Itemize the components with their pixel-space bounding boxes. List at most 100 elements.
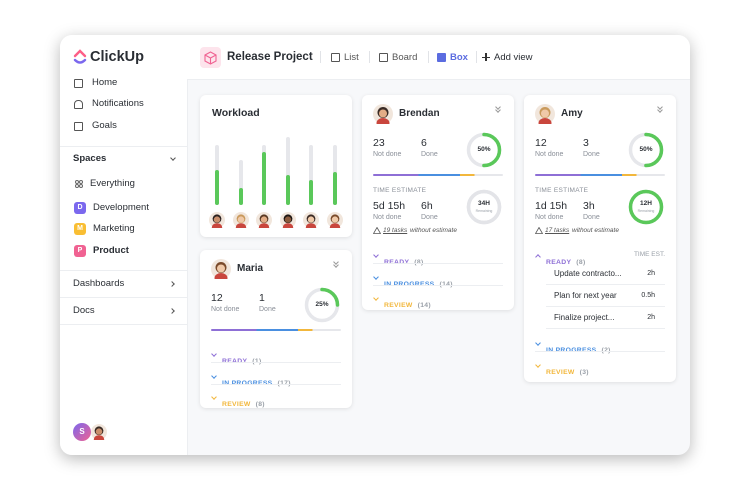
avatar — [211, 259, 231, 279]
project-icon-cube — [204, 51, 217, 65]
group-row[interactable]: READY (8) — [546, 251, 586, 269]
section-item[interactable]: Dashboards — [73, 278, 125, 289]
status-bar — [373, 174, 503, 176]
space-item[interactable]: Product — [93, 245, 129, 256]
grid-dot — [79, 184, 83, 188]
group-name: IN PROGRESS — [546, 347, 597, 354]
task-name[interactable]: Update contracto... — [554, 269, 622, 278]
group-count: (17) — [278, 380, 291, 387]
group-name: READY — [546, 259, 572, 266]
avatar — [327, 212, 343, 228]
member-card: Brendan 23 Not done 6 Done 50% TIME ESTIMATE 5d… — [362, 95, 514, 310]
warning-triangle — [373, 227, 381, 234]
project-title: Release Project — [227, 51, 313, 63]
task-name[interactable]: Finalize project... — [554, 313, 615, 322]
chevron[interactable] — [535, 361, 541, 368]
view-tab[interactable]: Board — [392, 52, 418, 63]
group-row[interactable]: REVIEW (3) — [546, 361, 589, 379]
stat-label: Not done — [373, 214, 402, 221]
status-bar — [535, 174, 665, 176]
group-name: READY — [384, 259, 409, 266]
avatar-face — [213, 216, 221, 223]
divider — [373, 263, 503, 264]
view-tab[interactable]: List — [344, 52, 359, 63]
chevron[interactable] — [211, 394, 217, 400]
section-item[interactable]: Docs — [73, 305, 95, 316]
view-tab[interactable]: Box — [450, 52, 468, 63]
avatar-face — [331, 216, 339, 223]
nav-item[interactable]: Notifications — [92, 98, 144, 109]
group-count: (8) — [255, 401, 265, 408]
member-card: Maria 12 Not done 1 Done 25% READY (1) IN PROGRE… — [200, 250, 352, 408]
chevron[interactable] — [657, 107, 663, 113]
spaces-title[interactable]: Spaces — [73, 153, 107, 164]
grid-dot — [75, 180, 79, 184]
task-name[interactable]: Plan for next year — [554, 291, 617, 300]
group-row[interactable]: IN PROGRESS (2) — [546, 339, 611, 357]
chevron[interactable] — [333, 262, 339, 268]
group-row[interactable]: READY (8) — [384, 251, 424, 269]
warning-link[interactable]: 17 tasks — [545, 227, 570, 234]
divider — [535, 351, 665, 352]
space-item[interactable]: Everything — [90, 178, 135, 189]
workload-bar-total — [238, 160, 243, 205]
group-row[interactable]: REVIEW (8) — [222, 393, 265, 411]
view-icon — [437, 53, 446, 62]
chevron[interactable] — [211, 372, 217, 379]
chevron[interactable] — [373, 273, 379, 280]
divider — [546, 284, 665, 285]
avatar-face — [260, 216, 268, 223]
avatar-face — [217, 264, 225, 273]
stat-label: Done — [259, 306, 276, 313]
warning-triangle — [535, 227, 543, 234]
divider — [546, 306, 665, 307]
space-item[interactable]: Marketing — [93, 223, 135, 234]
avatar-body — [376, 118, 390, 124]
ring-sublabel: Remaining — [475, 209, 493, 213]
user-badge[interactable]: S — [73, 423, 91, 441]
group-name: IN PROGRESS — [384, 281, 435, 288]
avatar-face — [284, 216, 291, 223]
space-item[interactable]: Development — [93, 202, 149, 213]
chevron[interactable] — [535, 340, 541, 346]
group-row[interactable]: IN PROGRESS (14) — [384, 273, 453, 291]
workload-bar-total — [309, 145, 314, 205]
ring-label: 34H — [478, 200, 490, 207]
chevron[interactable] — [373, 252, 379, 258]
warning-text: without estimate — [572, 227, 619, 234]
avatar — [91, 424, 107, 440]
avatar — [232, 212, 249, 228]
ring-arc — [466, 189, 502, 225]
logo-top — [73, 49, 87, 58]
group-name: IN PROGRESS — [222, 380, 273, 387]
project-icon — [200, 47, 221, 68]
warning-link[interactable]: 19 tasks — [383, 227, 408, 234]
stat-value: 3 — [583, 137, 589, 149]
stat-value: 3h — [583, 200, 595, 212]
stat-label: Not done — [373, 151, 402, 158]
avatar — [535, 104, 555, 124]
avatar-face — [379, 109, 387, 118]
stat-value: 1d 15h — [535, 200, 568, 212]
divider — [369, 51, 370, 63]
chevron[interactable] — [211, 351, 217, 357]
nav-item[interactable]: Goals — [92, 120, 117, 131]
divider — [546, 328, 665, 329]
avatar-body — [538, 118, 552, 124]
workload-bar-done — [333, 172, 337, 205]
chevron[interactable] — [495, 107, 501, 113]
nav-item[interactable]: Home — [92, 77, 118, 88]
group-row[interactable]: READY (1) — [222, 350, 262, 368]
add-view[interactable]: Add view — [494, 52, 533, 63]
progress-ring — [304, 287, 340, 323]
member-name: Brendan — [399, 108, 440, 119]
task-estimate: 2h — [647, 314, 655, 321]
view-icon — [379, 53, 388, 62]
stat-value: 12 — [211, 292, 223, 304]
chevron[interactable] — [535, 254, 541, 260]
workload-bar-done — [215, 170, 219, 205]
chevron[interactable] — [373, 295, 379, 301]
group-row[interactable]: REVIEW (14) — [384, 294, 431, 312]
group-row[interactable]: IN PROGRESS (17) — [222, 372, 291, 390]
